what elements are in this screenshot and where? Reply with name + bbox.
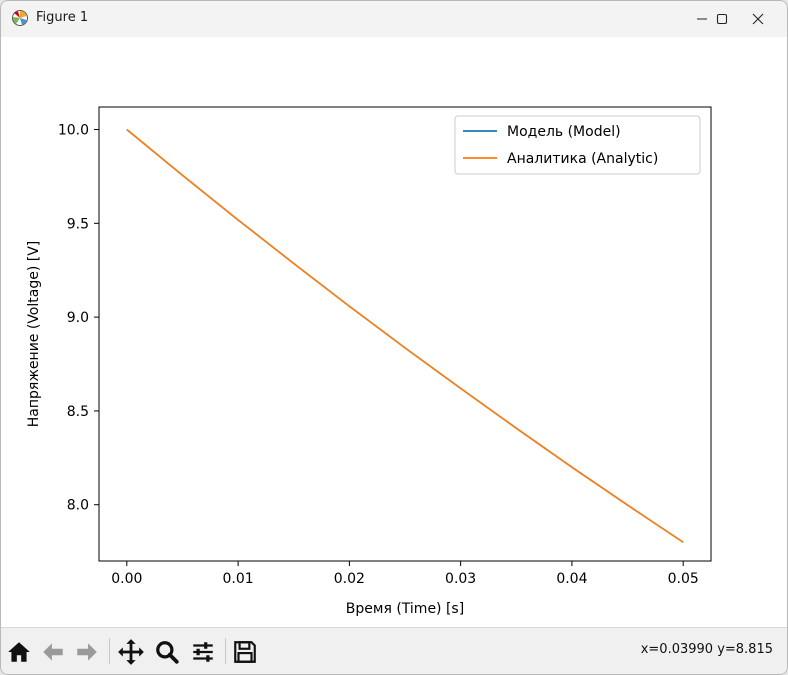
x-tick-label: 0.03: [445, 571, 476, 587]
legend: Модель (Model) Аналитика (Analytic): [454, 115, 701, 175]
close-icon: [752, 13, 764, 25]
y-tick-label: 8.5: [67, 404, 89, 420]
home-button[interactable]: [5, 638, 33, 666]
title-bar[interactable]: Figure 1: [1, 1, 787, 37]
magnifier-icon: [156, 641, 179, 664]
maximize-button[interactable]: [699, 1, 745, 37]
x-tick-label: 0.02: [334, 571, 365, 587]
maximize-icon: [716, 13, 728, 25]
x-tick-label: 0.00: [111, 571, 142, 587]
x-tick-label: 0.05: [668, 571, 699, 587]
legend-label: Аналитика (Analytic): [507, 151, 658, 167]
navigation-toolbar: x=0.03990 y=8.815: [1, 627, 787, 674]
cursor-coordinates: x=0.03990 y=8.815: [640, 642, 773, 657]
toolbar-separator: [225, 638, 226, 664]
line-chart[interactable]: 0.00 0.01 0.02 0.03 0.04 0.05 8.0 8.5 9.0 9.5 10.…: [1, 37, 787, 627]
y-tick-label: 9.5: [67, 216, 89, 232]
axes-frame: [98, 106, 712, 562]
y-axis-label: Напряжение (Voltage) [V]: [26, 241, 42, 428]
matplotlib-icon: [12, 10, 28, 26]
pan-button[interactable]: [117, 638, 145, 666]
forward-button[interactable]: [73, 638, 101, 666]
arrow-left-icon: [43, 643, 63, 661]
series-line-0: [126, 128, 684, 543]
y-tick-label: 9.0: [67, 310, 89, 326]
x-axis-label: Время (Time) [s]: [346, 601, 464, 617]
back-button[interactable]: [39, 638, 67, 666]
window-title: Figure 1: [36, 10, 89, 25]
legend-box: [454, 115, 701, 175]
arrow-right-icon: [77, 643, 97, 661]
save-button[interactable]: [231, 638, 259, 666]
legend-label: Модель (Model): [507, 124, 621, 140]
move-icon: [118, 639, 144, 665]
x-tick-label: 0.04: [556, 571, 587, 587]
minimize-button[interactable]: [679, 1, 725, 37]
close-button[interactable]: [735, 1, 781, 37]
minimize-icon: [697, 18, 707, 20]
x-tick-label: 0.01: [223, 571, 254, 587]
configure-subplots-button[interactable]: [189, 638, 217, 666]
plot-area[interactable]: 0.00 0.01 0.02 0.03 0.04 0.05 8.0 8.5 9.0 9.5 10.…: [1, 37, 787, 627]
y-tick-label: 10.0: [58, 123, 89, 139]
floppy-disk-icon: [234, 641, 256, 663]
y-tick-label: 8.0: [67, 498, 89, 514]
zoom-button[interactable]: [153, 638, 181, 666]
sliders-icon: [193, 642, 213, 662]
home-icon: [8, 642, 30, 662]
series-line-1: [126, 128, 684, 543]
toolbar-separator: [109, 638, 110, 664]
